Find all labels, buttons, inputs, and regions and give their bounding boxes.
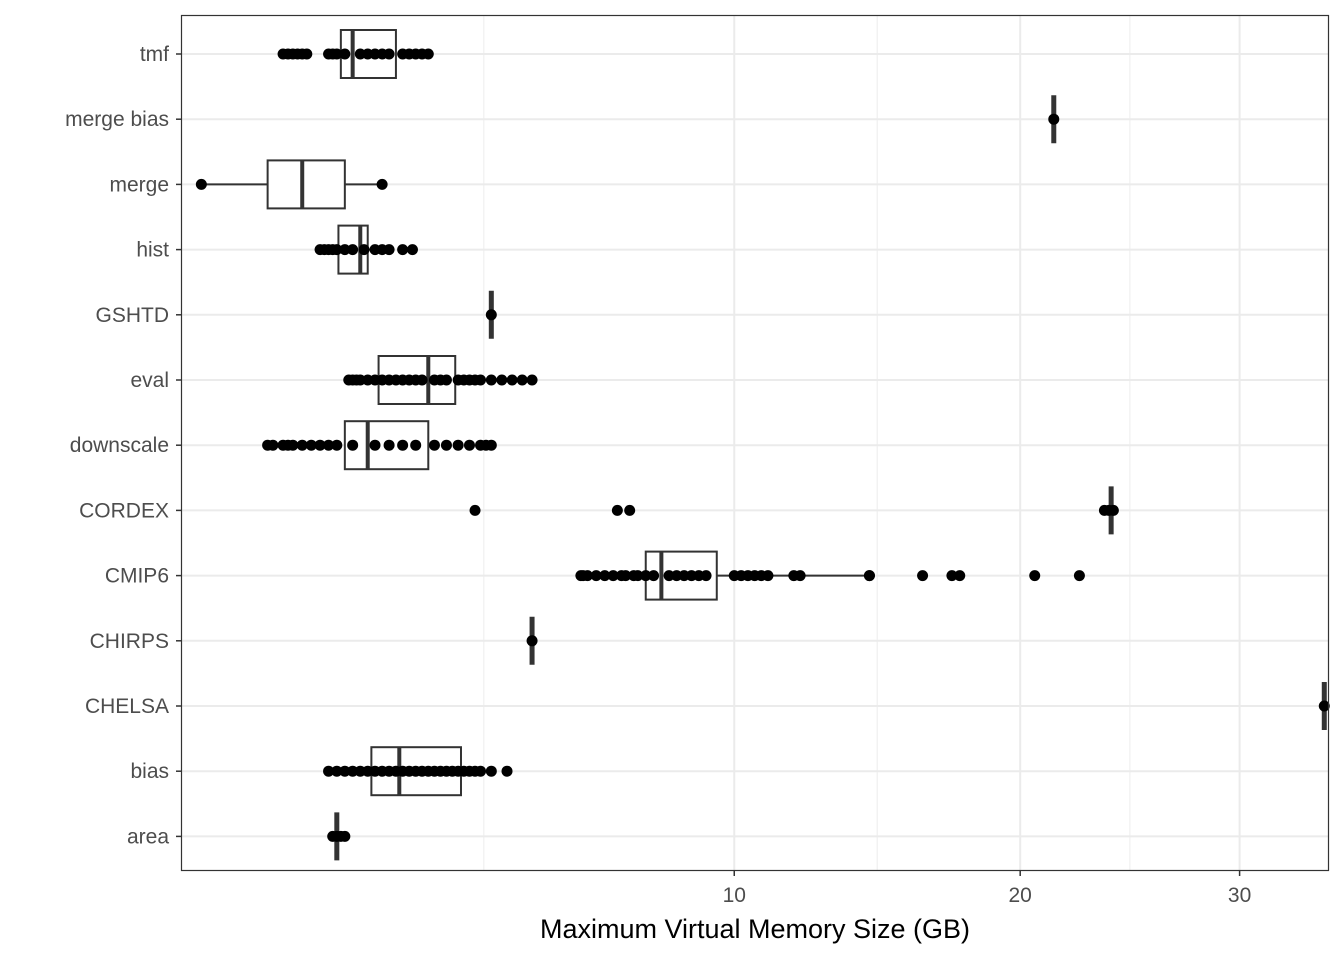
data-point: [469, 504, 481, 516]
data-point: [358, 244, 370, 256]
x-tick-label: 20: [1009, 884, 1032, 907]
data-point: [485, 765, 497, 777]
data-point: [376, 178, 388, 190]
data-point: [1073, 570, 1085, 582]
y-tick-label: CORDEX: [79, 499, 169, 522]
data-point: [607, 570, 619, 582]
data-point: [440, 374, 452, 386]
y-tick-label: tmf: [140, 43, 169, 66]
data-point: [428, 439, 440, 451]
data-point: [347, 244, 359, 256]
data-point: [323, 439, 335, 451]
data-point: [339, 48, 351, 60]
data-point: [416, 374, 428, 386]
data-point: [946, 570, 958, 582]
data-point: [663, 570, 675, 582]
data-point: [440, 439, 452, 451]
data-point: [485, 309, 497, 321]
y-axis: tmf merge bias merge hist GSHTD eval downscale…: [65, 43, 182, 848]
y-tick-label: merge bias: [65, 108, 169, 131]
y-tick-label: CMIP6: [105, 565, 169, 588]
data-point: [296, 439, 308, 451]
data-point: [397, 244, 409, 256]
data-point: [314, 439, 326, 451]
data-point: [305, 439, 317, 451]
y-tick-label: downscale: [70, 434, 169, 457]
data-point: [339, 765, 351, 777]
data-point: [648, 570, 660, 582]
data-point: [485, 439, 497, 451]
data-point: [410, 439, 422, 451]
y-tick-label: bias: [130, 760, 169, 783]
data-point: [195, 178, 207, 190]
box-merge: [201, 159, 383, 210]
data-point: [301, 48, 313, 60]
data-point: [1048, 113, 1060, 125]
data-point: [339, 830, 351, 842]
data-point: [267, 439, 279, 451]
data-point: [762, 570, 774, 582]
y-tick-label: CHIRPS: [90, 630, 169, 653]
data-point: [863, 570, 875, 582]
data-point: [331, 765, 343, 777]
data-point: [485, 374, 497, 386]
data-point: [475, 374, 487, 386]
data-point: [526, 635, 538, 647]
data-point: [347, 765, 359, 777]
data-point: [501, 765, 513, 777]
data-point: [516, 374, 528, 386]
data-point: [794, 570, 806, 582]
data-point: [383, 439, 395, 451]
data-point: [331, 439, 343, 451]
x-axis-title: Maximum Virtual Memory Size (GB): [540, 914, 970, 944]
data-point: [369, 439, 381, 451]
y-tick-label: CHELSA: [85, 695, 169, 718]
y-tick-label: area: [127, 825, 169, 848]
data-point: [463, 439, 475, 451]
data-point: [590, 570, 602, 582]
data-point: [624, 504, 636, 516]
data-point: [406, 244, 418, 256]
data-point: [1029, 570, 1041, 582]
x-tick-label: 30: [1228, 884, 1251, 907]
x-axis: 10 20 30: [723, 870, 1251, 907]
box-iqr: [266, 159, 346, 210]
data-point: [599, 570, 611, 582]
data-point: [475, 765, 487, 777]
y-tick-label: hist: [136, 239, 169, 262]
y-tick-label: GSHTD: [96, 304, 170, 327]
data-point: [496, 374, 508, 386]
data-point: [323, 765, 335, 777]
data-point: [383, 244, 395, 256]
data-point: [1107, 504, 1119, 516]
data-point: [339, 244, 351, 256]
data-point: [331, 48, 343, 60]
data-point: [452, 439, 464, 451]
data-point: [287, 439, 299, 451]
y-tick-label: eval: [130, 369, 169, 392]
point-layer: [195, 48, 1330, 842]
data-point: [700, 570, 712, 582]
data-point: [581, 570, 593, 582]
data-point: [640, 570, 652, 582]
data-point: [611, 504, 623, 516]
data-point: [1318, 700, 1330, 712]
data-point: [331, 244, 343, 256]
data-point: [917, 570, 929, 582]
data-point: [620, 570, 632, 582]
data-point: [383, 48, 395, 60]
plot-panel-border: [180, 14, 1330, 872]
data-point: [397, 439, 409, 451]
data-point: [954, 570, 966, 582]
data-point: [506, 374, 518, 386]
data-point: [347, 439, 359, 451]
data-point: [632, 570, 644, 582]
data-point: [422, 48, 434, 60]
y-tick-label: merge: [109, 173, 169, 196]
x-tick-label: 10: [723, 884, 746, 907]
data-point: [526, 374, 538, 386]
